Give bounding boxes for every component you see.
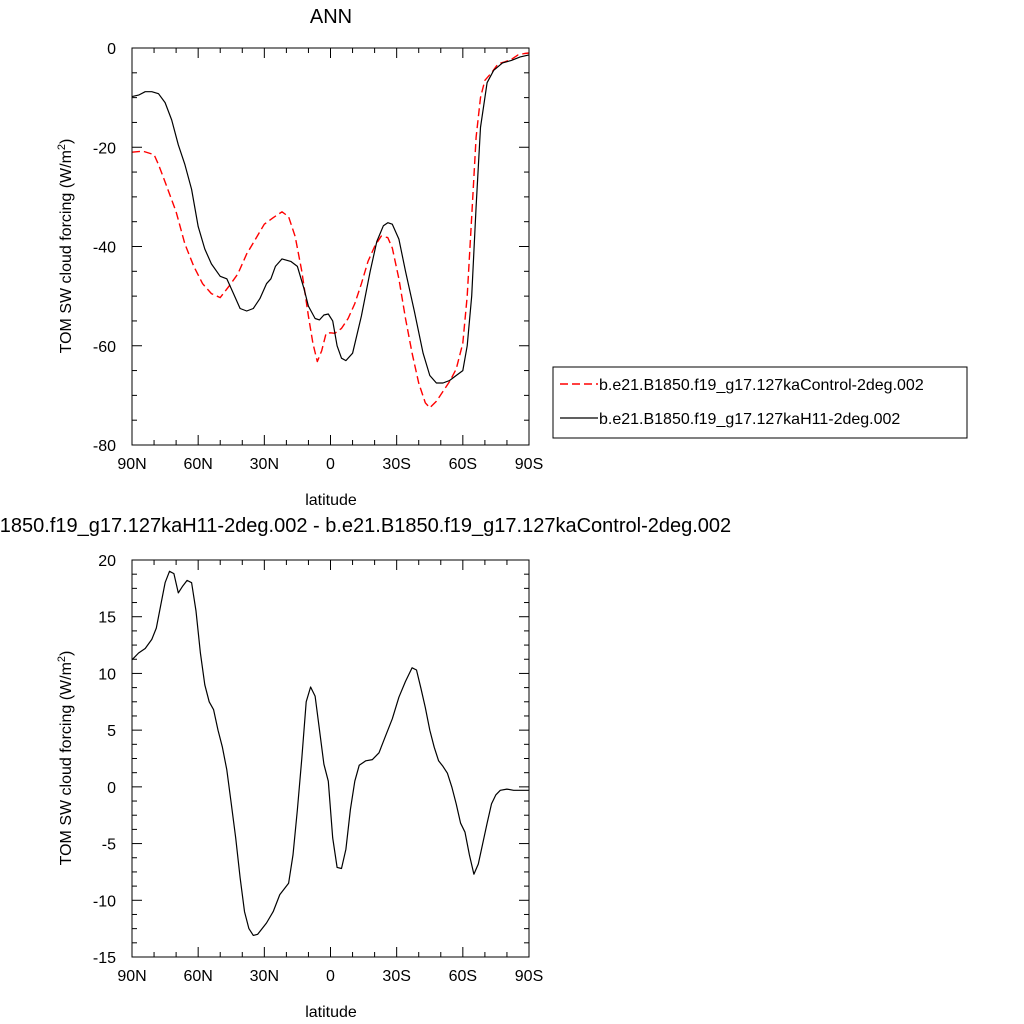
y-axis-title-close: ) — [58, 139, 75, 144]
legend-label-h11: b.e21.B1850.f19_g17.127kaH11-2deg.002 — [599, 411, 900, 428]
top-chart-ticks: 90N 60N 30N 0 30S 60S 90S 0 -20 -40 -60 -80 — [93, 41, 543, 473]
top-chart-y-tick-label: -40 — [93, 240, 116, 257]
legend-box — [552, 366, 968, 439]
top-chart-x-tick-label: 30N — [250, 456, 279, 473]
bottom-chart-y-tick-label: 20 — [98, 553, 116, 570]
bottom-chart-x-tick-label: 60S — [449, 968, 477, 985]
bottom-chart-y-tick-label: 15 — [98, 610, 116, 627]
bottom-chart-x-tick-label: 60N — [183, 968, 212, 985]
bottom-chart-y-axis-title: TOM SW cloud forcing (W/m2) — [56, 651, 75, 866]
top-chart: ANN 90N 60N 30N 0 30S 60S 90S 0 -20 -40 -60 -80 lat… — [56, 6, 968, 509]
bottom-chart-frame — [131, 559, 530, 958]
top-chart-plot-area: 90N 60N 30N 0 30S 60S 90S 0 -20 -40 -60 -80 — [93, 41, 543, 473]
legend-label-control: b.e21.B1850.f19_g17.127kaControl-2deg.00… — [599, 377, 924, 394]
bottom-chart-x-tick-label: 30S — [382, 968, 410, 985]
bottom-chart-series-layer — [131, 570, 529, 936]
y-axis-title-main: TOM SW cloud forcing (W/m — [58, 662, 75, 865]
top-chart-legend: b.e21.B1850.f19_g17.127kaControl-2deg.00… — [552, 366, 968, 439]
top-chart-x-tick-label: 90N — [117, 456, 146, 473]
top-chart-x-tick-label: 60S — [449, 456, 477, 473]
top-chart-x-tick-label: 0 — [326, 456, 335, 473]
top-chart-series-layer — [131, 52, 530, 409]
bottom-chart-x-tick-label: 90N — [117, 968, 146, 985]
top-chart-y-tick-label: -60 — [93, 339, 116, 356]
top-chart-title: ANN — [310, 6, 352, 28]
top-chart-y-axis-title: TOM SW cloud forcing (W/m2) — [56, 139, 75, 354]
top-chart-y-tick-label: -20 — [93, 140, 116, 157]
bottom-chart-plot-area: 90N 60N 30N 0 30S 60S 90S 20 15 10 5 0 -5 -10 -15 — [93, 553, 543, 985]
bottom-chart-series-line-0 — [131, 570, 529, 936]
bottom-chart-x-tick-label: 0 — [326, 968, 335, 985]
bottom-chart: b.e21.B1850.f19_g17.127kaH11-2deg.002 - … — [0, 515, 731, 1021]
y-axis-title-exponent: 2 — [56, 144, 68, 150]
top-chart-y-tick-label: -80 — [93, 438, 116, 455]
bottom-chart-y-tick-label: 10 — [98, 666, 116, 683]
bottom-chart-y-tick-label: 5 — [107, 723, 116, 740]
bottom-chart-x-axis-title: latitude — [305, 1004, 357, 1021]
top-chart-x-axis-title: latitude — [305, 492, 357, 509]
bottom-chart-y-tick-label: 0 — [107, 780, 116, 797]
top-chart-x-tick-label: 60N — [183, 456, 212, 473]
top-chart-x-tick-label: 90S — [515, 456, 543, 473]
bottom-chart-title: b.e21.B1850.f19_g17.127kaH11-2deg.002 - … — [0, 515, 731, 537]
bottom-chart-y-tick-label: -15 — [93, 950, 116, 967]
bottom-chart-ticks: 90N 60N 30N 0 30S 60S 90S 20 15 10 5 0 -5 -10 -15 — [93, 553, 543, 985]
bottom-chart-x-tick-label: 30N — [250, 968, 279, 985]
top-chart-y-tick-label: 0 — [107, 41, 116, 58]
top-chart-x-tick-label: 30S — [382, 456, 410, 473]
y-axis-title-close: ) — [58, 651, 75, 656]
bottom-chart-y-tick-label: -10 — [93, 893, 116, 910]
top-chart-series-line-1 — [131, 54, 530, 384]
bottom-chart-y-tick-label: -5 — [102, 837, 116, 854]
bottom-chart-x-tick-label: 90S — [515, 968, 543, 985]
y-axis-title-exponent: 2 — [56, 656, 68, 662]
y-axis-title-main: TOM SW cloud forcing (W/m — [58, 150, 75, 353]
top-chart-series-line-0 — [131, 52, 530, 409]
